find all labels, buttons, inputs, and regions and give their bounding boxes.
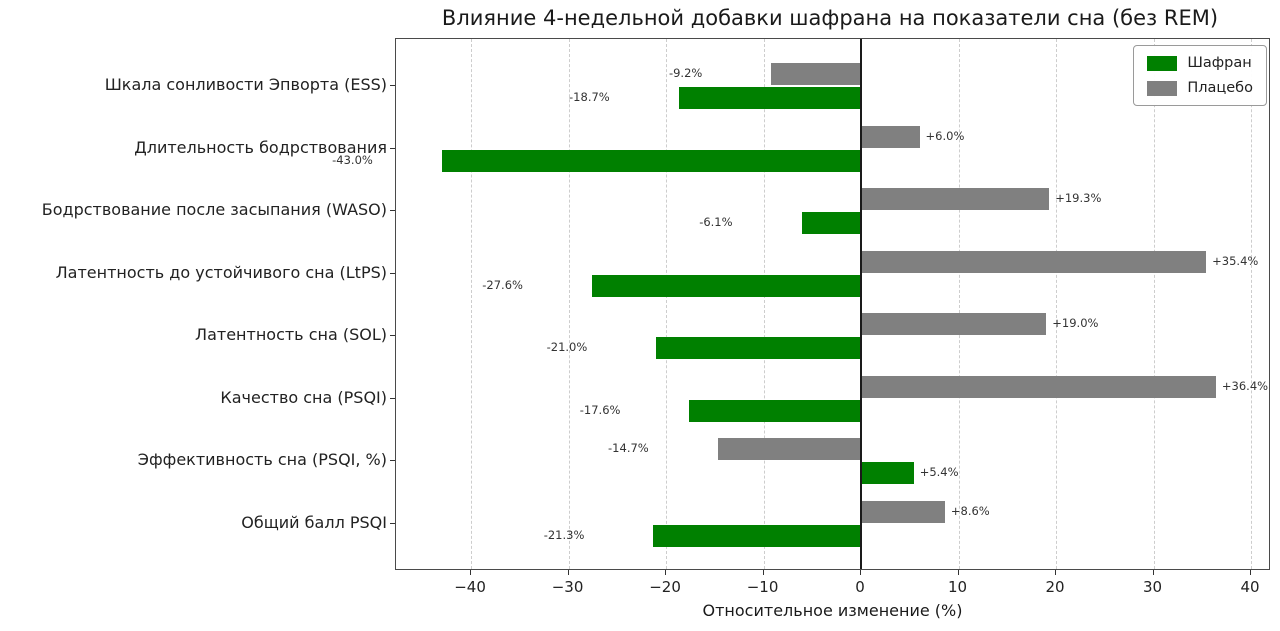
legend-item-placebo: Плацебо [1147, 80, 1253, 96]
x-tick [762, 570, 764, 575]
x-tick-label: 20 [1045, 578, 1065, 596]
x-tick [1055, 570, 1057, 575]
chart-title: Влияние 4-недельной добавки шафрана на п… [441, 6, 1219, 30]
x-tick [567, 570, 569, 575]
bar-placebo [861, 125, 920, 148]
zero-line [860, 39, 863, 569]
bar-value-label: -27.6% [482, 277, 523, 292]
y-tick-label: Латентность до устойчивого сна (LtPS) [55, 262, 387, 282]
y-tick [390, 210, 395, 212]
bar-placebo [861, 188, 1050, 211]
y-tick-label: Латентность сна (SOL) [195, 325, 387, 345]
y-tick-label: Шкала сонливости Эпворта (ESS) [104, 74, 387, 94]
legend-label-saffron: Шафран [1187, 55, 1252, 71]
plot-area [395, 38, 1270, 570]
bar-value-label: -14.7% [608, 441, 649, 456]
bar-placebo [861, 313, 1047, 336]
x-tick [860, 570, 862, 575]
legend-label-placebo: Плацебо [1187, 80, 1253, 96]
y-tick-label: Эффективность сна (PSQI, %) [137, 450, 387, 470]
x-axis-label: Относительное изменение (%) [702, 601, 963, 620]
bar-saffron [678, 86, 862, 109]
bar-placebo [771, 62, 862, 85]
bar-value-label: -17.6% [579, 402, 621, 417]
bar-saffron [689, 399, 862, 422]
bar-value-label: -6.1% [699, 215, 733, 230]
y-tick-label: Качество сна (PSQI) [220, 387, 387, 407]
bar-placebo [861, 250, 1207, 273]
bar-value-label: -43.0% [332, 152, 373, 167]
x-tick [470, 570, 472, 575]
bar-saffron [441, 149, 862, 172]
x-tick-label: −30 [551, 578, 584, 596]
bar-saffron [656, 337, 862, 360]
bar-value-label: +19.3% [1055, 191, 1102, 206]
bar-value-label: -21.3% [543, 528, 585, 543]
y-tick [390, 335, 395, 337]
gridline [568, 39, 570, 569]
bar-value-label: +35.4% [1212, 253, 1259, 268]
gridline [666, 39, 668, 569]
x-tick-label: 30 [1142, 578, 1163, 596]
bar-value-label: -9.2% [668, 65, 703, 80]
y-tick [390, 84, 395, 86]
y-tick [390, 523, 395, 525]
x-tick-label: 40 [1240, 578, 1260, 596]
bar-saffron [653, 525, 862, 548]
bar-value-label: +19.0% [1052, 316, 1099, 331]
bar-value-label: +36.4% [1221, 378, 1269, 393]
y-tick-label: Общий балл PSQI [241, 513, 387, 533]
bar-saffron [591, 274, 862, 297]
bar-placebo [861, 501, 945, 524]
y-tick-label: Длительность бодрствования [134, 137, 387, 157]
bar-placebo [717, 438, 862, 461]
x-tick-label: 0 [855, 578, 865, 596]
bar-value-label: -18.7% [569, 89, 610, 104]
x-tick [1152, 570, 1154, 575]
gridline [1056, 39, 1058, 569]
x-tick [665, 570, 667, 575]
gridline [763, 39, 765, 569]
bar-saffron [861, 462, 914, 485]
x-tick-label: −10 [746, 578, 779, 596]
legend-item-saffron: Шафран [1147, 55, 1253, 71]
y-tick [390, 397, 395, 399]
bar-placebo [861, 375, 1216, 398]
x-tick [957, 570, 959, 575]
x-tick-label: −40 [454, 578, 486, 596]
x-tick-label: 10 [947, 578, 968, 596]
bar-value-label: +5.4% [919, 465, 959, 480]
y-tick [390, 147, 395, 149]
x-tick [1250, 570, 1251, 575]
y-tick [390, 272, 395, 274]
legend: Шафран Плацебо [1133, 45, 1267, 106]
gridline [958, 39, 960, 569]
y-tick-label: Бодрствование после засыпания (WASO) [41, 200, 387, 220]
bar-saffron [801, 212, 862, 235]
bar-value-label: +6.0% [925, 128, 965, 143]
legend-swatch-placebo-icon [1147, 80, 1178, 96]
x-tick-label: −20 [649, 578, 681, 596]
legend-swatch-saffron-icon [1147, 55, 1178, 71]
y-tick [390, 460, 395, 462]
gridline [1153, 39, 1155, 569]
bar-value-label: -21.0% [546, 340, 588, 355]
bar-value-label: +8.6% [950, 504, 990, 519]
gridline [1251, 39, 1252, 569]
gridline [471, 39, 473, 569]
